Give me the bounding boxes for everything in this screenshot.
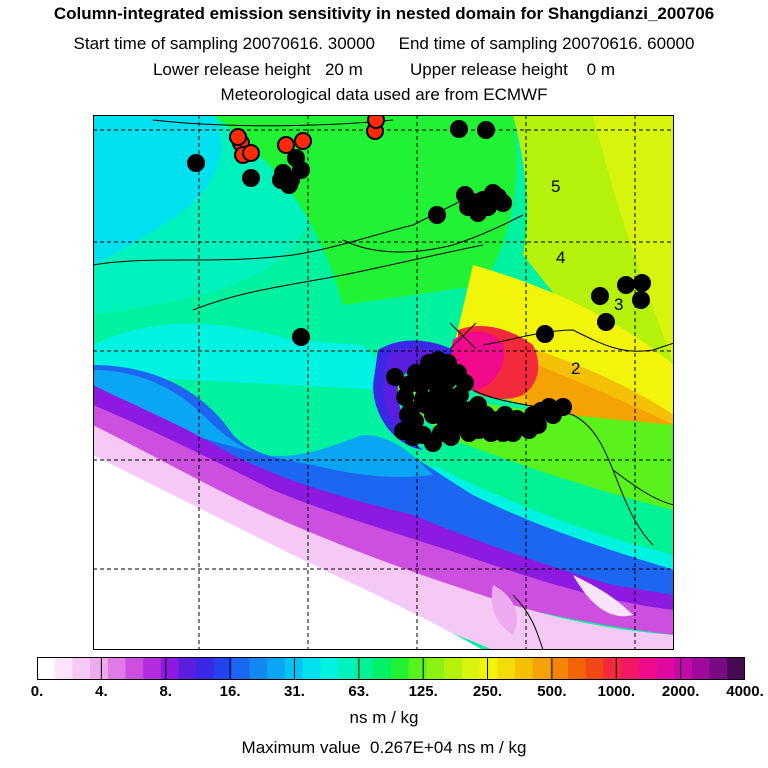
black-dot <box>187 154 205 172</box>
colorbar-cell <box>638 657 657 680</box>
black-dot <box>489 188 507 206</box>
x-marker <box>449 322 477 350</box>
colorbar-cell <box>656 657 675 680</box>
black-dot <box>280 176 298 194</box>
colorbar-cell <box>568 657 587 680</box>
colorbar-cell <box>603 657 622 680</box>
colorbar-cell <box>426 657 445 680</box>
black-dot <box>544 406 562 424</box>
contour-label: 2 <box>571 359 580 378</box>
colorbar-cell <box>231 657 250 680</box>
colorbar-cell <box>125 657 144 680</box>
colorbar-cell <box>107 657 126 680</box>
black-dot <box>456 374 474 392</box>
colorbar-cell <box>709 657 728 680</box>
colorbar-cell <box>691 657 711 680</box>
colorbar-cell <box>532 657 551 680</box>
colorbar-tick-label: 500. <box>537 683 567 700</box>
colorbar-cell <box>196 657 215 680</box>
colorbar-cell <box>320 657 339 680</box>
black-dot <box>460 424 478 442</box>
colorbar-cell <box>337 657 357 680</box>
black-dot <box>402 401 420 419</box>
colorbar-cell <box>284 657 303 680</box>
colorbar-cell <box>461 657 480 680</box>
black-dot <box>292 161 310 179</box>
maximum-value: Maximum value 0.267E+04 ns m / kg <box>241 738 527 757</box>
meteo-source-line: Meteorological data used are from ECMWF <box>220 85 548 104</box>
contour-label: 3 <box>614 295 623 314</box>
black-dot <box>591 287 609 305</box>
plot-title: Column-integrated emission sensitivity i… <box>53 4 715 23</box>
colorbar-cell <box>249 657 268 680</box>
black-dot <box>242 169 260 187</box>
colorbar-cell <box>214 657 233 680</box>
observation-dots <box>187 115 651 452</box>
black-dot <box>617 276 635 294</box>
black-dot <box>529 416 547 434</box>
colorbar-tick-label: 125. <box>408 683 438 700</box>
colorbar-tick-label: 0. <box>30 683 44 700</box>
colorbar-cell <box>674 657 693 680</box>
colorbar-cell <box>391 657 410 680</box>
colorbar-cell <box>408 657 427 680</box>
colorbar-cell <box>302 657 321 680</box>
black-dot <box>420 354 438 372</box>
colorbar-cell <box>479 657 498 680</box>
colorbar-cell <box>621 657 640 680</box>
colorbar-cell <box>37 657 56 680</box>
colorbar-tick-label: 8. <box>159 683 172 700</box>
red-dot <box>367 115 385 129</box>
black-dot <box>633 274 651 292</box>
colorbar-cell <box>143 657 162 680</box>
black-dot <box>386 368 404 386</box>
colorbar-tick-label: 4. <box>95 683 108 700</box>
colorbar-cell <box>727 657 745 680</box>
red-dot <box>229 128 247 146</box>
black-dot <box>428 206 446 224</box>
colorbar-cell <box>160 657 180 680</box>
colorbar-cell <box>497 657 516 680</box>
colorbar-cell <box>444 657 463 680</box>
colorbar-cell <box>585 657 604 680</box>
red-dot <box>242 144 260 162</box>
colorbar-tick-label: 16. <box>219 683 241 700</box>
sampling-time-line: Start time of sampling 20070616. 30000 E… <box>73 34 695 53</box>
black-dot <box>504 424 522 442</box>
colorbar-cell <box>514 657 534 680</box>
colorbar-cell <box>267 657 286 680</box>
black-dot <box>477 121 495 139</box>
colorbar-tick-label: 31. <box>284 683 305 700</box>
black-dot <box>292 328 310 346</box>
release-height-line: Lower release height 20 m Upper release … <box>152 60 616 79</box>
sensitivity-map: 5 4 3 2 <box>93 115 674 650</box>
colorbar-cell <box>355 657 374 680</box>
colorbar-tick-label: 63. <box>348 683 370 700</box>
contour-label: 5 <box>551 177 560 196</box>
black-dot <box>597 313 615 331</box>
colorbar-tick-label: 250. <box>472 683 503 700</box>
colorbar <box>37 657 745 680</box>
colorbar-cell <box>90 657 109 680</box>
contour-label: 4 <box>556 248 565 267</box>
black-dot <box>414 426 432 444</box>
black-dot <box>436 384 454 402</box>
colorbar-tick-label: 4000. <box>726 683 764 700</box>
colorbar-unit: ns m / kg <box>349 708 419 727</box>
black-dot <box>394 422 412 440</box>
colorbar-tick-label: 2000. <box>661 683 700 700</box>
red-dot <box>277 136 295 154</box>
colorbar-cell <box>550 657 569 680</box>
black-dot <box>632 291 650 309</box>
colorbar-cell <box>54 657 73 680</box>
colorbar-cell <box>72 657 91 680</box>
colorbar-tick-label: 1000. <box>597 683 636 700</box>
colorbar-cell <box>373 657 392 680</box>
red-dot <box>294 132 312 150</box>
colorbar-cell <box>178 657 197 680</box>
black-dot <box>450 120 468 138</box>
black-dot <box>536 325 554 343</box>
black-dot <box>399 376 417 394</box>
